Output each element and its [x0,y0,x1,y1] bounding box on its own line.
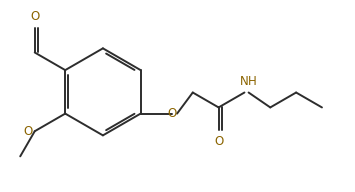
Text: O: O [30,10,39,23]
Text: N: N [240,74,249,88]
Text: H: H [247,74,256,88]
Text: O: O [23,125,33,138]
Text: O: O [214,135,223,148]
Text: O: O [167,107,176,120]
